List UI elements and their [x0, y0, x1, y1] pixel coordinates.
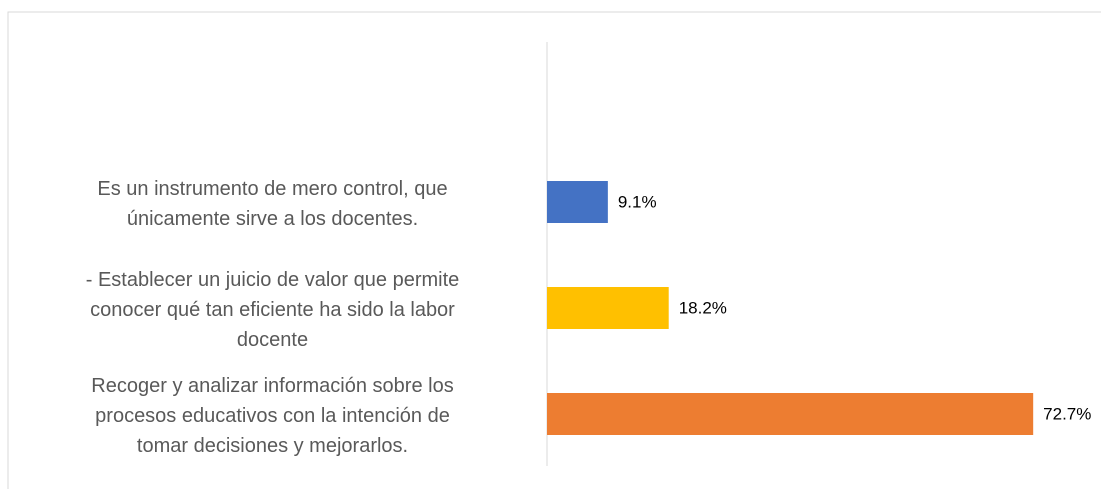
bar — [547, 287, 669, 329]
bar — [547, 181, 608, 223]
category-label: Recoger y analizar información sobre los… — [91, 375, 454, 457]
category-label: Es un instrumento de mero control, que ú… — [97, 178, 448, 230]
value-label: 72.7% — [1043, 404, 1091, 423]
value-label: 9.1% — [618, 192, 657, 211]
category-label: - Establecer un juicio de valor que perm… — [85, 269, 460, 351]
value-label: 18.2% — [679, 298, 727, 317]
chart-border — [7, 11, 1101, 489]
bar — [547, 393, 1034, 435]
